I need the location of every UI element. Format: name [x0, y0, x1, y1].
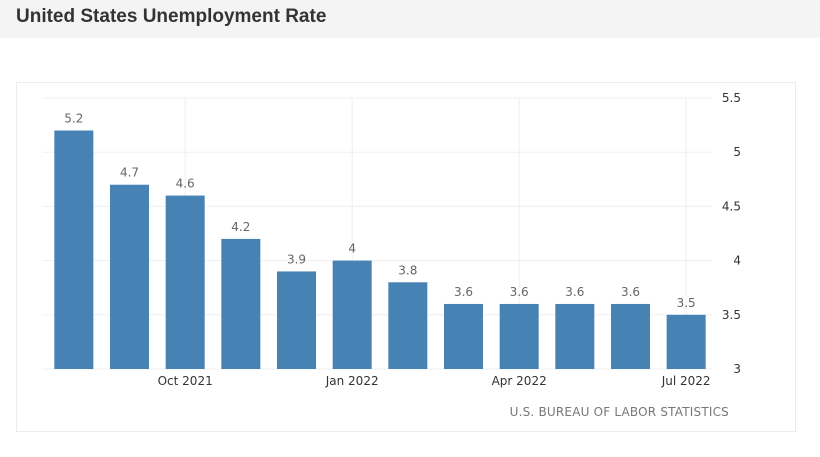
bar-value-label: 3.6: [565, 285, 584, 299]
bar[interactable]: [54, 130, 94, 369]
bar[interactable]: [110, 184, 149, 369]
y-tick-label: 5: [733, 145, 741, 159]
y-tick-label: 4: [733, 254, 741, 268]
bars: [54, 130, 706, 369]
bar-value-label: 4: [348, 242, 356, 256]
bar[interactable]: [165, 195, 205, 369]
y-axis-ticks: 3 3.5 4 4.5 5 5.5: [722, 91, 741, 376]
x-tick-label: Oct 2021: [158, 374, 213, 388]
bar-value-label: 3.9: [287, 252, 306, 266]
bar-value-label: 3.6: [621, 285, 640, 299]
page-title: United States Unemployment Rate: [16, 6, 327, 27]
bar[interactable]: [388, 282, 428, 369]
bar[interactable]: [666, 314, 706, 369]
source-label: U.S. BUREAU OF LABOR STATISTICS: [510, 405, 729, 419]
bar-value-label: 4.2: [231, 220, 250, 234]
bar-value-label: 3.5: [677, 296, 696, 310]
bar[interactable]: [444, 303, 483, 369]
bar-value-label: 5.2: [64, 112, 83, 126]
y-tick-label: 5.5: [722, 91, 741, 105]
y-tick-label: 3: [733, 362, 741, 376]
bar[interactable]: [332, 260, 372, 369]
bar[interactable]: [221, 238, 261, 369]
bar[interactable]: [555, 303, 595, 369]
x-axis-ticks: Oct 2021 Jan 2022 Apr 2022 Jul 2022: [158, 374, 711, 388]
x-tick-label: Jul 2022: [661, 374, 711, 388]
bar-value-label: 3.8: [398, 263, 417, 277]
y-tick-label: 4.5: [722, 199, 741, 213]
bar-value-label: 4.7: [120, 166, 139, 180]
bar-value-label: 3.6: [454, 285, 473, 299]
bar[interactable]: [277, 271, 316, 369]
header-bar: United States Unemployment Rate: [0, 0, 820, 38]
data-labels: 5.2 4.7 4.6 4.2 3.9 4 3.8 3.6 3.6 3.6 3.6 3.5: [64, 112, 695, 310]
bar[interactable]: [611, 303, 650, 369]
x-tick-label: Jan 2022: [325, 374, 379, 388]
bar-value-label: 3.6: [510, 285, 529, 299]
grid-lines: [42, 97, 712, 370]
bar[interactable]: [499, 303, 539, 369]
y-tick-label: 3.5: [722, 308, 741, 322]
bar-value-label: 4.6: [176, 177, 195, 191]
x-tick-label: Apr 2022: [492, 374, 547, 388]
